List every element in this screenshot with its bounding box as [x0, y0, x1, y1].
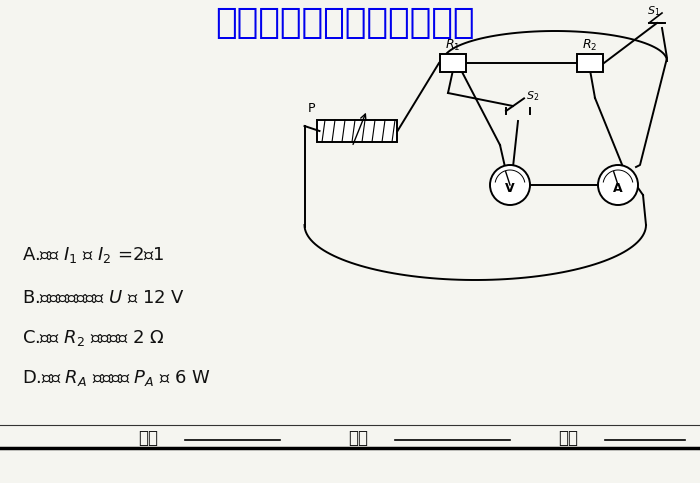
Text: B.电源两端的电压 $U$ 为 12 V: B.电源两端的电压 $U$ 为 12 V	[22, 289, 185, 307]
Circle shape	[598, 165, 638, 205]
Text: $S_2$: $S_2$	[526, 89, 539, 103]
Bar	[577, 54, 603, 72]
Text: D.电阵 $R_A$ 的电功率 $P_A$ 为 6 W: D.电阵 $R_A$ 的电功率 $P_A$ 为 6 W	[22, 368, 211, 388]
Bar	[440, 54, 466, 72]
Text: A: A	[613, 182, 623, 195]
Text: $R_1$: $R_1$	[445, 38, 461, 53]
Text: C.电阵 $R_2$ 的阻值为 2 Ω: C.电阵 $R_2$ 的阻值为 2 Ω	[22, 328, 164, 348]
Text: 姓名: 姓名	[348, 429, 368, 447]
Text: V: V	[505, 182, 514, 195]
Text: $S_1$: $S_1$	[648, 4, 661, 18]
Text: P: P	[307, 102, 315, 115]
Text: 班级: 班级	[138, 429, 158, 447]
Circle shape	[490, 165, 530, 205]
Text: $R_2$: $R_2$	[582, 38, 598, 53]
Text: 微信公众号关注：题找答案: 微信公众号关注：题找答案	[216, 6, 475, 40]
Text: A.电流 $I_1$ ： $I_2$ =2：1: A.电流 $I_1$ ： $I_2$ =2：1	[22, 245, 164, 265]
Text: 分数: 分数	[558, 429, 578, 447]
FancyBboxPatch shape	[317, 120, 397, 142]
